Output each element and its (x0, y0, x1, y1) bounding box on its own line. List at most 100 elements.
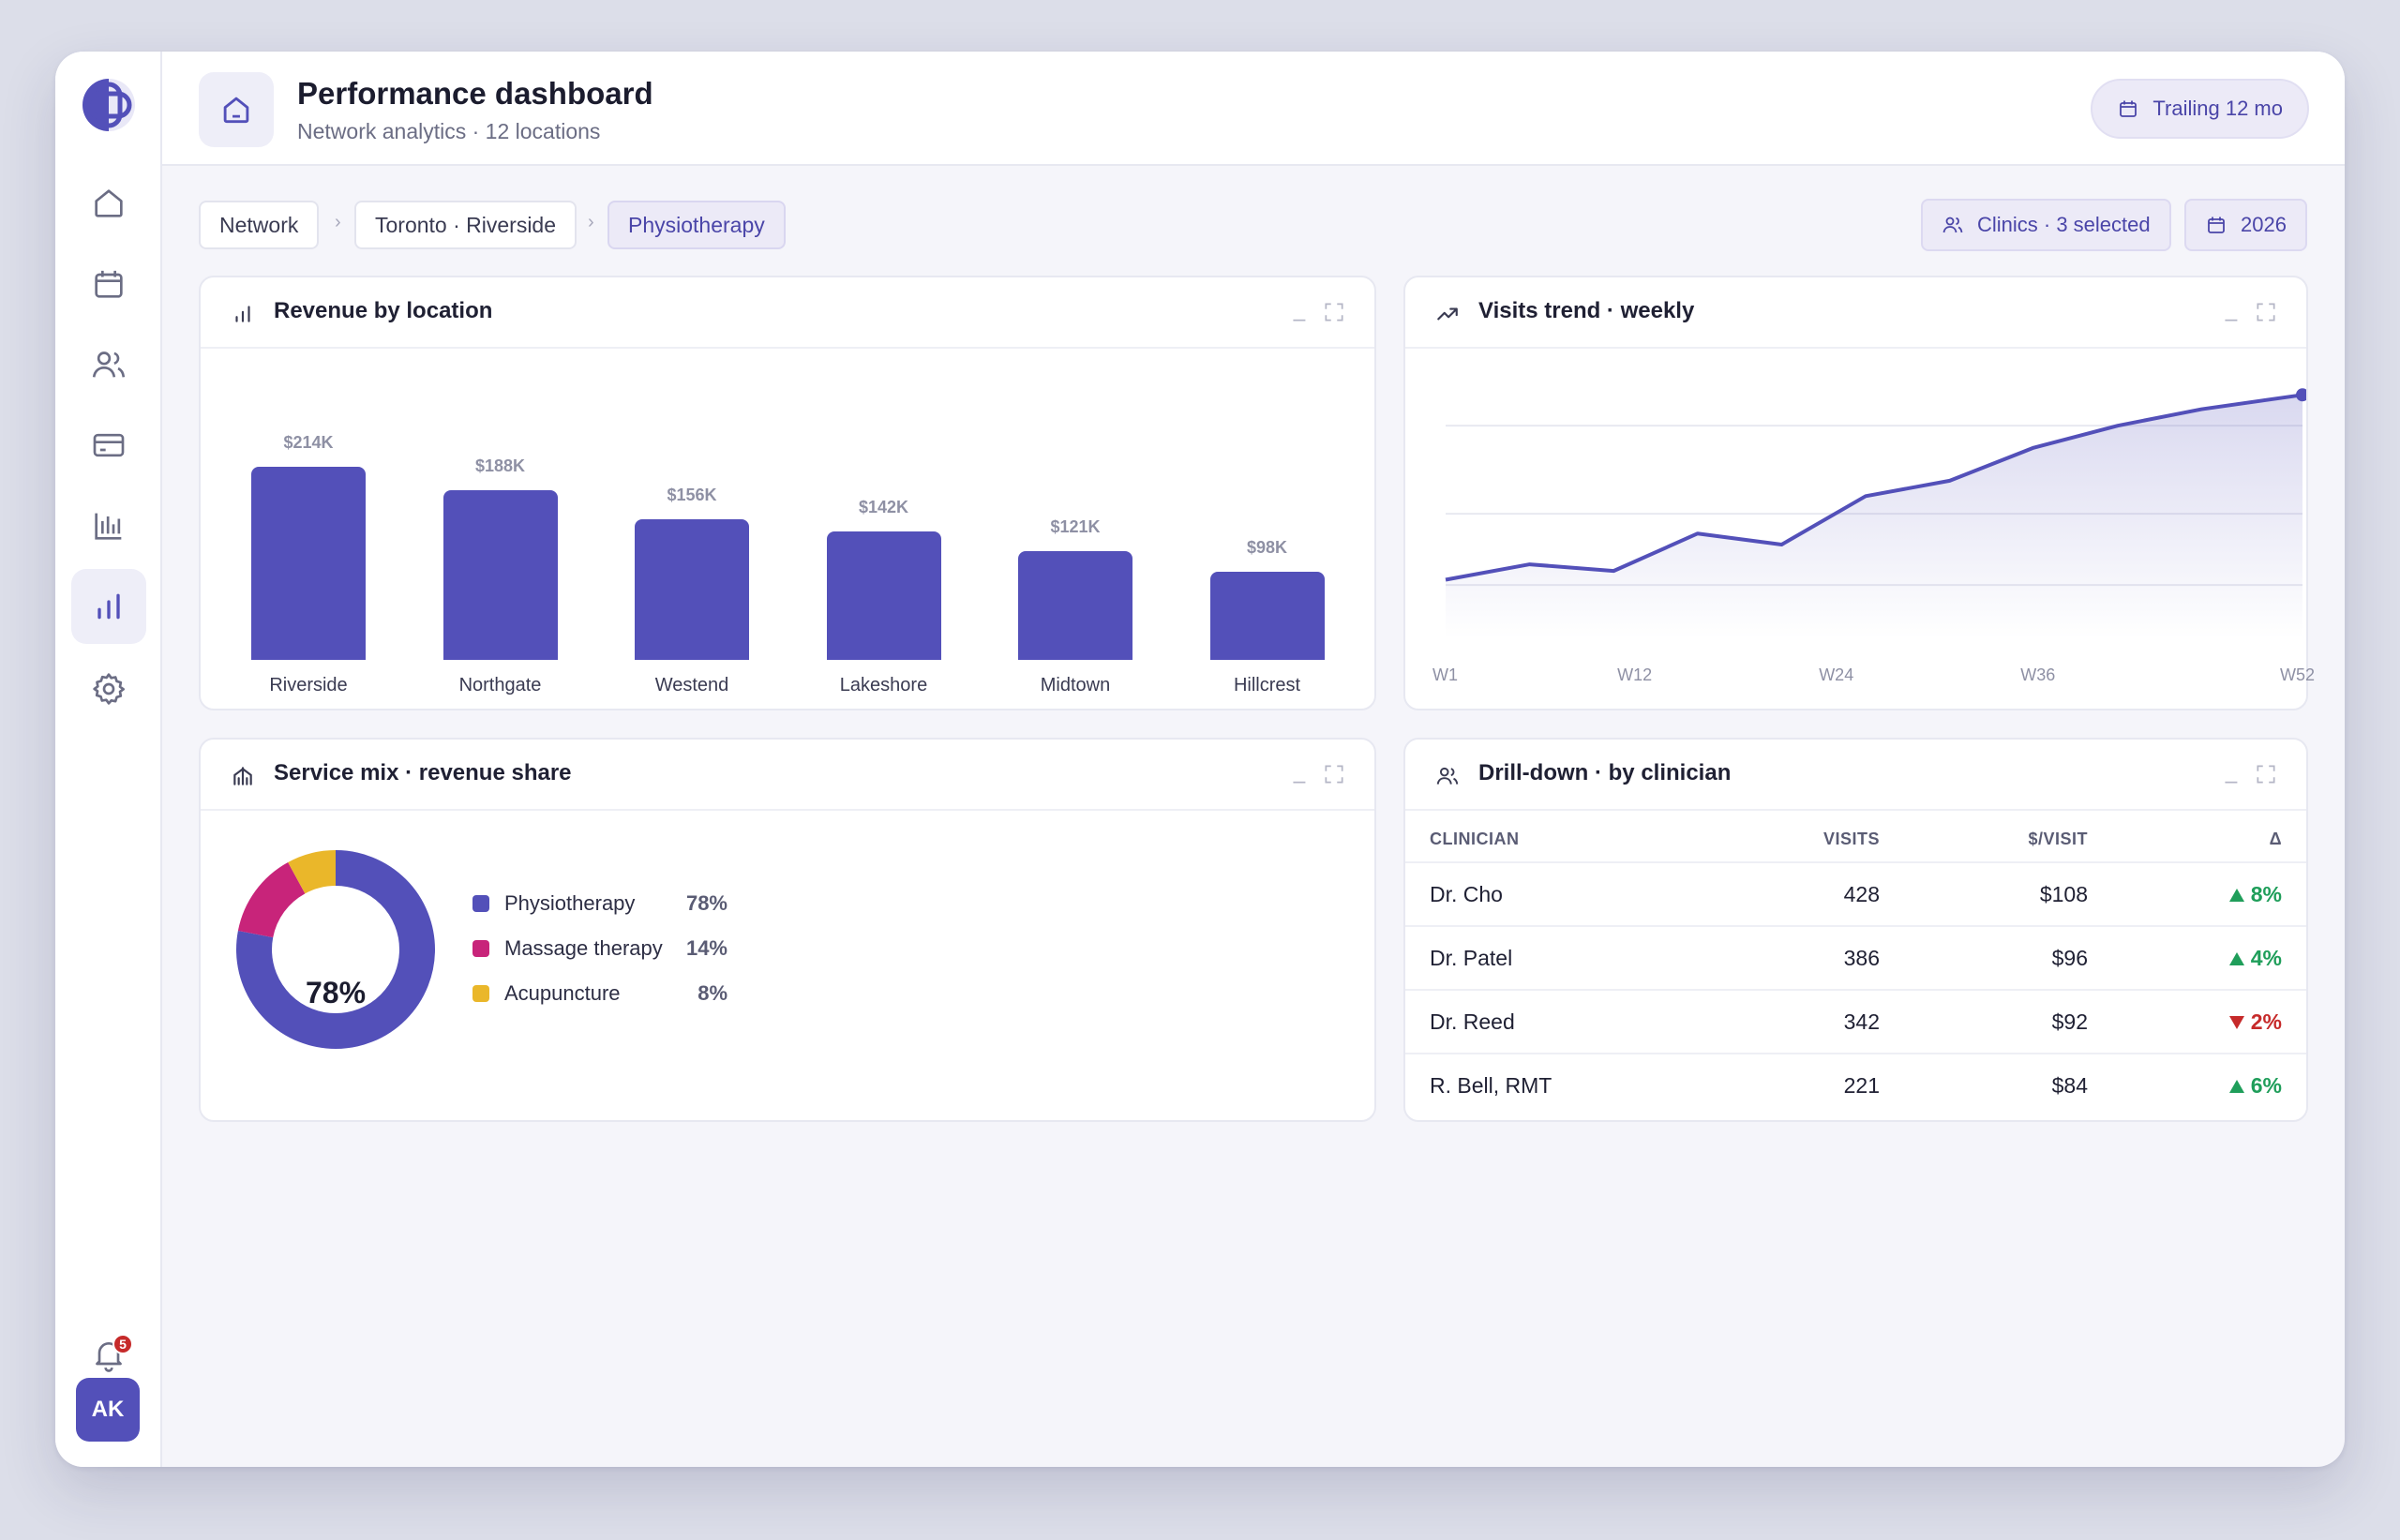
expand-icon (2257, 765, 2275, 784)
minimize-button[interactable] (2220, 762, 2244, 786)
legend-swatch (472, 895, 489, 912)
expand-button[interactable] (2254, 300, 2278, 324)
per-visit-value: $96 (2051, 946, 2088, 970)
data-point[interactable] (2296, 388, 2306, 402)
donut-center-label: 78% (305, 976, 367, 1009)
page-title: Performance dashboard (297, 76, 653, 111)
visits-value: 428 (1843, 882, 1880, 906)
table-row[interactable]: Dr. Patel 386 $96 4% (1405, 925, 2306, 989)
triangle-up-icon (2228, 951, 2244, 965)
table-row[interactable]: Dr. Reed 342 $92 2% (1405, 989, 2306, 1053)
column-header-delta[interactable]: Δ (2269, 830, 2282, 848)
table-row[interactable]: Dr. Cho 428 $108 8% (1405, 861, 2306, 925)
users-icon (1942, 217, 1963, 233)
triangle-up-icon (2228, 888, 2244, 902)
clinician-name: R. Bell, RMT (1430, 1073, 1552, 1098)
year-filter[interactable]: 2026 (2184, 199, 2307, 251)
bar[interactable] (1209, 571, 1325, 660)
delta-label: 8% (2250, 882, 2282, 906)
delta-label: 2% (2250, 1009, 2282, 1034)
calendar-icon (95, 270, 123, 298)
minimize-button[interactable] (2220, 300, 2244, 324)
donut-slice[interactable] (236, 850, 435, 1049)
bar-category-label: Westend (654, 675, 729, 695)
period-button[interactable]: Trailing 12 mo (2091, 79, 2309, 139)
sidebar-item-patients[interactable] (71, 327, 146, 402)
expand-icon (1325, 765, 1343, 784)
service-mix-card: Service mix · revenue share 78% Physioth… (199, 738, 1376, 1122)
sidebar-item-reports[interactable] (71, 488, 146, 563)
drilldown-card: Drill-down · by clinician CLINICIAN VISI… (1403, 738, 2308, 1122)
bar-chart-icon (235, 306, 250, 322)
bar-chart-icon (95, 513, 122, 540)
line-chart (1445, 388, 2306, 639)
card-title: Revenue by location (274, 298, 493, 323)
breadcrumb-current[interactable]: Physiotherapy (608, 201, 786, 249)
breadcrumb-network[interactable]: Network (199, 201, 320, 249)
expand-icon (2257, 303, 2275, 321)
column-header-clinician[interactable]: CLINICIAN (1430, 830, 1520, 848)
legend-item[interactable]: Physiotherapy 78% (472, 891, 728, 916)
card-title: Service mix · revenue share (274, 760, 572, 785)
card-header: Visits trend · weekly (1405, 277, 2306, 349)
x-tick-label: W1 (1432, 665, 1458, 684)
breadcrumb-separator: › (588, 212, 594, 232)
table-row[interactable]: R. Bell, RMT 221 $84 6% (1405, 1053, 2306, 1116)
breadcrumb-location[interactable]: Toronto · Riverside (354, 201, 578, 249)
per-visit-value: $92 (2051, 1009, 2088, 1034)
breadcrumb-separator: › (335, 212, 341, 232)
legend-label: Acupuncture (504, 981, 621, 1005)
legend-value: 14% (685, 936, 728, 960)
bar-value-label: $214K (283, 433, 334, 452)
sidebar-item-billing[interactable] (71, 408, 146, 483)
legend-value: 78% (685, 891, 728, 915)
users-icon (1436, 767, 1459, 785)
legend-label: Physiotherapy (504, 891, 636, 915)
sidebar-item-calendar[interactable] (71, 247, 146, 321)
period-label: Trailing 12 mo (2152, 97, 2283, 120)
clinics-filter-label: Clinics · 3 selected (1977, 213, 2151, 236)
clinics-filter[interactable]: Clinics · 3 selected (1921, 199, 2171, 251)
notifications-button[interactable]: 5 (71, 1317, 146, 1392)
sidebar-item-settings[interactable] (71, 651, 146, 726)
minimize-button[interactable] (1288, 762, 1312, 786)
legend-item[interactable]: Massage therapy 14% (472, 936, 728, 961)
avatar[interactable]: AK (76, 1378, 140, 1442)
visits-value: 342 (1843, 1009, 1880, 1034)
bar[interactable] (442, 490, 558, 660)
credit-card-icon (93, 433, 125, 457)
column-header-per-visit[interactable]: $/VISIT (2028, 830, 2088, 848)
legend-value: 8% (698, 981, 728, 1005)
sidebar-item-home[interactable] (71, 166, 146, 241)
bar[interactable] (1018, 550, 1132, 660)
expand-button[interactable] (1322, 300, 1346, 324)
bar[interactable] (251, 467, 366, 660)
home-icon (223, 97, 249, 124)
delta-label: 4% (2250, 946, 2282, 970)
minimize-button[interactable] (1288, 300, 1312, 324)
column-header-visits[interactable]: VISITS (1822, 830, 1880, 848)
bar[interactable] (826, 531, 941, 660)
expand-button[interactable] (1322, 762, 1346, 786)
bar-value-label: $98K (1246, 537, 1288, 557)
card-header: Revenue by location (201, 277, 1374, 349)
trend-up-icon (1437, 307, 1458, 321)
clinician-name: Dr. Patel (1430, 946, 1513, 970)
bar-value-label: $121K (1050, 516, 1101, 536)
sidebar-item-analytics[interactable] (71, 569, 146, 644)
x-tick-label: W52 (2280, 665, 2316, 684)
delta-value: 2% (2228, 1009, 2282, 1035)
x-tick-label: W24 (1819, 665, 1854, 684)
delta-value: 8% (2228, 882, 2282, 907)
visits-value: 221 (1843, 1073, 1880, 1098)
gear-icon (93, 673, 125, 705)
bar-category-label: Northgate (458, 675, 542, 695)
minimize-icon (1293, 781, 1306, 784)
expand-button[interactable] (2254, 762, 2278, 786)
legend-item[interactable]: Acupuncture 8% (472, 981, 728, 1006)
legend-swatch (472, 940, 489, 957)
donut-chart (236, 850, 435, 1049)
analytics-icon (98, 593, 120, 620)
bar[interactable] (635, 518, 749, 660)
calendar-icon (2208, 217, 2225, 233)
